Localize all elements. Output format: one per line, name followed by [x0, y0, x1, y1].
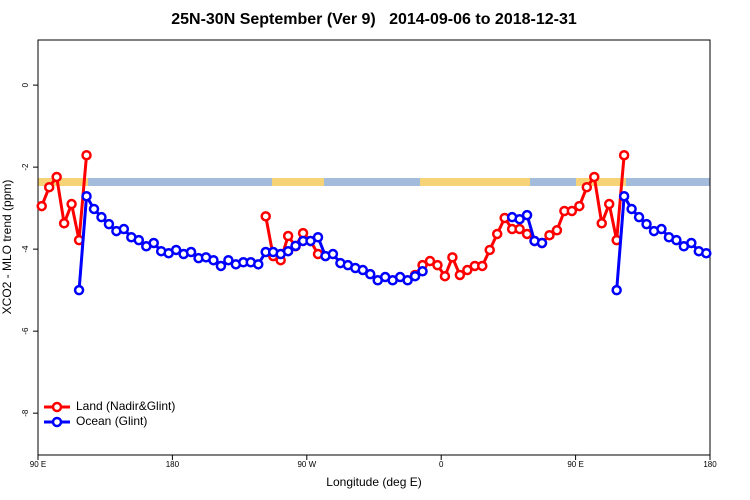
data-point [514, 223, 525, 235]
data-point [581, 181, 593, 193]
data-point [51, 171, 62, 183]
data-point [454, 269, 466, 281]
data-point [185, 246, 197, 258]
land-ocean-band [38, 178, 710, 186]
data-point [43, 181, 55, 193]
data-point [611, 284, 622, 296]
data-point [432, 259, 443, 271]
data-point [282, 245, 294, 257]
data-point [596, 218, 607, 229]
y-axis-label: XCO2 - MLO trend (ppm) [0, 180, 14, 315]
land-band [576, 178, 626, 186]
data-point [365, 268, 376, 280]
data-point [521, 228, 533, 240]
ocean-band [38, 178, 710, 186]
data-point [133, 234, 145, 246]
data-point [439, 270, 451, 282]
data-point [81, 149, 92, 161]
data-point [477, 260, 488, 272]
data-point [58, 218, 70, 229]
data-point [402, 275, 413, 286]
data-point [88, 203, 100, 215]
data-point [618, 190, 630, 202]
x-tick-label: 90 W [297, 460, 316, 469]
data-point [491, 228, 503, 240]
data-point [447, 252, 458, 263]
x-tick-label: 180 [166, 460, 180, 469]
x-tick-label: 90 E [30, 460, 46, 469]
data-point [417, 266, 428, 277]
data-point [574, 200, 585, 212]
legend-label: Land (Nadir&Glint) [76, 399, 175, 413]
data-point [641, 218, 652, 230]
y-tick-label: -6 [21, 327, 30, 335]
x-tick-label: 180 [703, 460, 717, 469]
data-point [589, 171, 600, 183]
data-point [148, 237, 159, 249]
x-tick-label: 0 [439, 460, 444, 469]
data-point [208, 254, 219, 266]
data-point [170, 244, 182, 256]
data-point [484, 244, 495, 256]
y-tick-label: -2 [21, 163, 30, 171]
land-band [272, 178, 324, 186]
data-point [521, 209, 533, 221]
data-point [618, 149, 630, 161]
data-point [66, 198, 77, 210]
legend-label: Ocean (Glint) [76, 414, 147, 428]
y-tick-label: 0 [21, 82, 30, 87]
data-point [424, 255, 436, 267]
data-point [686, 237, 697, 249]
data-point [327, 248, 339, 260]
x-tick-label: 90 E [567, 460, 583, 469]
data-point [253, 259, 264, 270]
data-point [223, 254, 234, 266]
data-point [103, 218, 115, 230]
data-point [701, 247, 712, 259]
data-point [544, 229, 555, 241]
data-point [260, 211, 271, 222]
x-axis-label: Longitude (deg E) [326, 475, 421, 489]
data-point [357, 264, 369, 276]
data-point [118, 223, 130, 235]
data-point [215, 260, 227, 272]
data-point [96, 211, 107, 223]
data-point [671, 234, 682, 246]
data-point [514, 213, 525, 225]
chart-title: 25N-30N September (Ver 9) 2014-09-06 to … [171, 11, 577, 28]
data-point [282, 230, 294, 242]
data-point [312, 231, 324, 243]
land-band [420, 178, 530, 186]
data-point [656, 223, 667, 235]
data-point [566, 205, 578, 217]
data-point [626, 203, 637, 215]
data-point [36, 200, 47, 212]
data-point [73, 284, 85, 296]
data-point [409, 270, 421, 282]
data-point [462, 264, 473, 276]
legend-marker [51, 416, 63, 428]
plot-frame [37, 39, 711, 456]
data-point [551, 225, 563, 236]
y-tick-label: -8 [21, 409, 30, 417]
data-point [603, 198, 615, 210]
data-point [290, 240, 301, 252]
data-point [536, 237, 548, 249]
legend-marker [51, 401, 63, 413]
data-point [633, 211, 645, 223]
data-point [81, 190, 92, 202]
land-band [38, 178, 88, 186]
y-tick-label: -4 [21, 245, 30, 253]
